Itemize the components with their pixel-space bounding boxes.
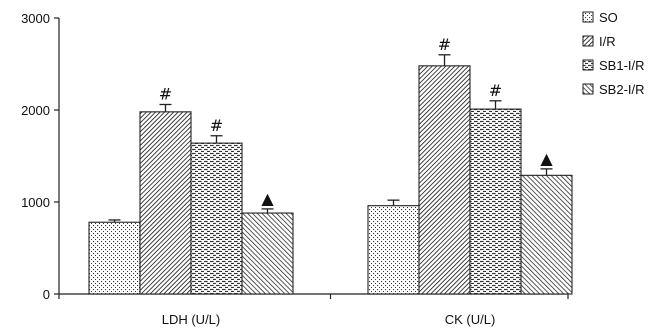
bar	[190, 142, 243, 295]
bar	[241, 212, 294, 295]
significance-marker: #	[438, 35, 451, 54]
significance-marker: ▲	[540, 149, 553, 168]
y-tick-label: 1000	[21, 195, 50, 210]
x-category-label: LDH (U/L)	[162, 312, 221, 327]
legend-swatch	[582, 59, 594, 71]
legend-label: I/R	[599, 34, 616, 49]
significance-marker: #	[210, 116, 223, 135]
x-category-label: CK (U/L)	[445, 312, 496, 327]
bar	[469, 108, 522, 295]
y-tick-label: 2000	[21, 103, 50, 118]
significance-marker: #	[489, 81, 502, 100]
y-tick-label: 3000	[21, 11, 50, 26]
bar	[520, 174, 573, 295]
significance-marker: ▲	[261, 189, 274, 208]
legend-label: SO	[599, 10, 618, 25]
bar	[139, 111, 192, 295]
y-tick-label: 0	[43, 287, 50, 302]
bar	[418, 65, 471, 295]
bar	[367, 205, 420, 295]
legend-swatch	[582, 11, 594, 23]
legend-swatch	[582, 83, 594, 95]
bar	[88, 221, 141, 295]
significance-marker: #	[159, 84, 172, 103]
legend-label: SB1-I/R	[599, 58, 645, 73]
legend-label: SB2-I/R	[599, 82, 645, 97]
legend-swatch	[582, 35, 594, 47]
